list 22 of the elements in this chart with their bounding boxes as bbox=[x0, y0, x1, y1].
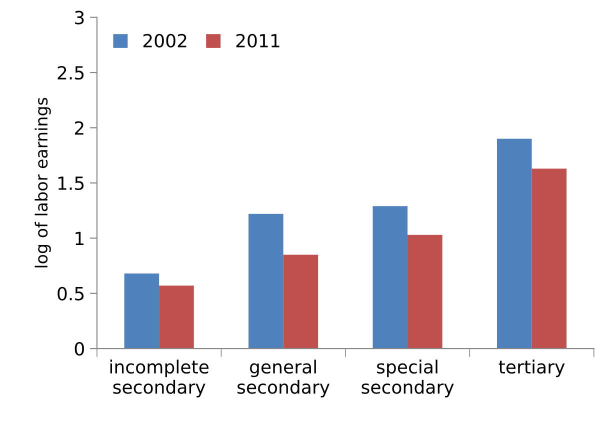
bar bbox=[532, 168, 567, 349]
x-tick-label: incomplete secondary bbox=[110, 360, 209, 398]
y-tick-label: 1 bbox=[76, 232, 84, 246]
bar bbox=[248, 214, 284, 349]
x-tick-label: special secondary bbox=[362, 360, 454, 398]
x-tick-label: tertiary bbox=[498, 360, 565, 378]
bar bbox=[283, 254, 318, 349]
legend-label: 2011 bbox=[236, 34, 280, 48]
y-tick-label: 2 bbox=[74, 121, 84, 135]
x-tick-label: general secondary bbox=[238, 360, 330, 398]
y-tick-label: 0.5 bbox=[58, 286, 84, 300]
bar bbox=[159, 286, 194, 349]
legend-label: 2002 bbox=[143, 34, 186, 48]
y-axis-title: log of labor earnings bbox=[34, 98, 51, 268]
y-tick-label: 0 bbox=[74, 342, 84, 356]
y-tick-label: 3 bbox=[75, 10, 84, 24]
bar bbox=[372, 206, 408, 349]
bar bbox=[124, 273, 160, 349]
bar bbox=[408, 234, 442, 349]
y-tick-label: 1.5 bbox=[58, 176, 84, 190]
y-tick-label: 2.5 bbox=[58, 66, 84, 80]
bar bbox=[496, 138, 532, 349]
